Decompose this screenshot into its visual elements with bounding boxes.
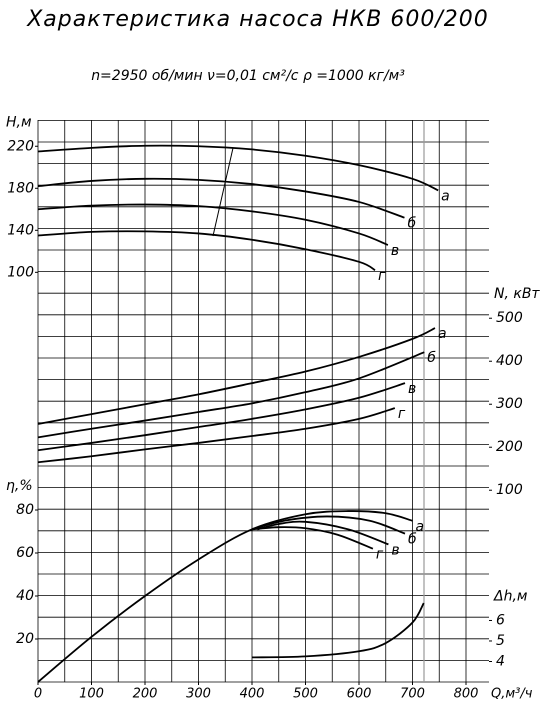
curve bbox=[37, 510, 413, 683]
curve-label: а bbox=[438, 326, 447, 342]
x-tick-label: 600 bbox=[347, 687, 372, 702]
x-axis-label: Q,м³/ч bbox=[491, 687, 533, 702]
x-tick-label: 800 bbox=[454, 687, 479, 702]
curve-label: а bbox=[416, 519, 425, 535]
y-tick-label: 40 bbox=[16, 588, 34, 604]
x-tick-label: 300 bbox=[186, 687, 211, 702]
curve-label: г bbox=[378, 268, 386, 284]
operating-line bbox=[212, 147, 234, 237]
y-tick-label: 20 bbox=[16, 631, 34, 647]
x-tick-label: 100 bbox=[79, 687, 104, 702]
y-tick-label: 140 bbox=[7, 222, 34, 238]
y-tick-label: 200 bbox=[496, 439, 523, 455]
curve bbox=[37, 382, 406, 452]
curve bbox=[37, 351, 425, 439]
y-axis-label: H,м bbox=[6, 114, 32, 130]
curve-label: а bbox=[441, 188, 450, 204]
x-tick-label: 200 bbox=[133, 687, 158, 702]
y-axis-label: η,% bbox=[6, 478, 33, 494]
curve-label: в bbox=[391, 542, 399, 558]
curve bbox=[37, 230, 376, 272]
y-tick-label: 100 bbox=[496, 482, 523, 498]
x-tick-label: 400 bbox=[240, 687, 265, 702]
y-tick-label: 500 bbox=[496, 310, 523, 326]
curve-label: б bbox=[427, 350, 436, 366]
y-tick-label: 5 bbox=[496, 633, 505, 649]
curve bbox=[37, 327, 436, 425]
curve bbox=[251, 515, 406, 535]
y-axis-label: N, кВт bbox=[494, 286, 540, 302]
y-tick-label: 60 bbox=[16, 545, 34, 561]
y-tick-label: 180 bbox=[7, 180, 34, 196]
curve bbox=[37, 144, 439, 192]
chart-subtitle: n=2950 об/мин ν=0,01 см²/с ρ =1000 кг/м³ bbox=[91, 68, 405, 84]
curve-label: г bbox=[376, 547, 384, 563]
y-tick-label: 4 bbox=[496, 653, 505, 669]
curve bbox=[251, 526, 374, 550]
y-tick-label: 400 bbox=[496, 353, 523, 369]
curve bbox=[251, 602, 425, 659]
y-tick-label: 100 bbox=[7, 264, 34, 280]
curve bbox=[37, 203, 389, 246]
curve-label: в bbox=[408, 381, 416, 397]
y-tick-label: 80 bbox=[16, 502, 34, 518]
curve bbox=[37, 177, 405, 219]
chart-title: Характеристика насоса НКВ 600/200 bbox=[26, 7, 489, 32]
y-tick-label: 300 bbox=[496, 396, 523, 412]
y-tick-label: 220 bbox=[7, 138, 34, 154]
curve-label: г bbox=[398, 406, 406, 422]
x-tick-label: 700 bbox=[400, 687, 425, 702]
curve-label: б bbox=[407, 216, 416, 232]
grid bbox=[37, 120, 489, 683]
curve bbox=[257, 520, 389, 546]
x-tick-label: 0 bbox=[34, 687, 42, 702]
curve-label: в bbox=[391, 243, 399, 259]
curve bbox=[37, 407, 396, 464]
x-tick-label: 500 bbox=[293, 687, 318, 702]
y-axis-label: Δh,м bbox=[493, 588, 528, 604]
curve-label: б bbox=[408, 532, 417, 548]
y-tick-label: 6 bbox=[496, 612, 505, 628]
